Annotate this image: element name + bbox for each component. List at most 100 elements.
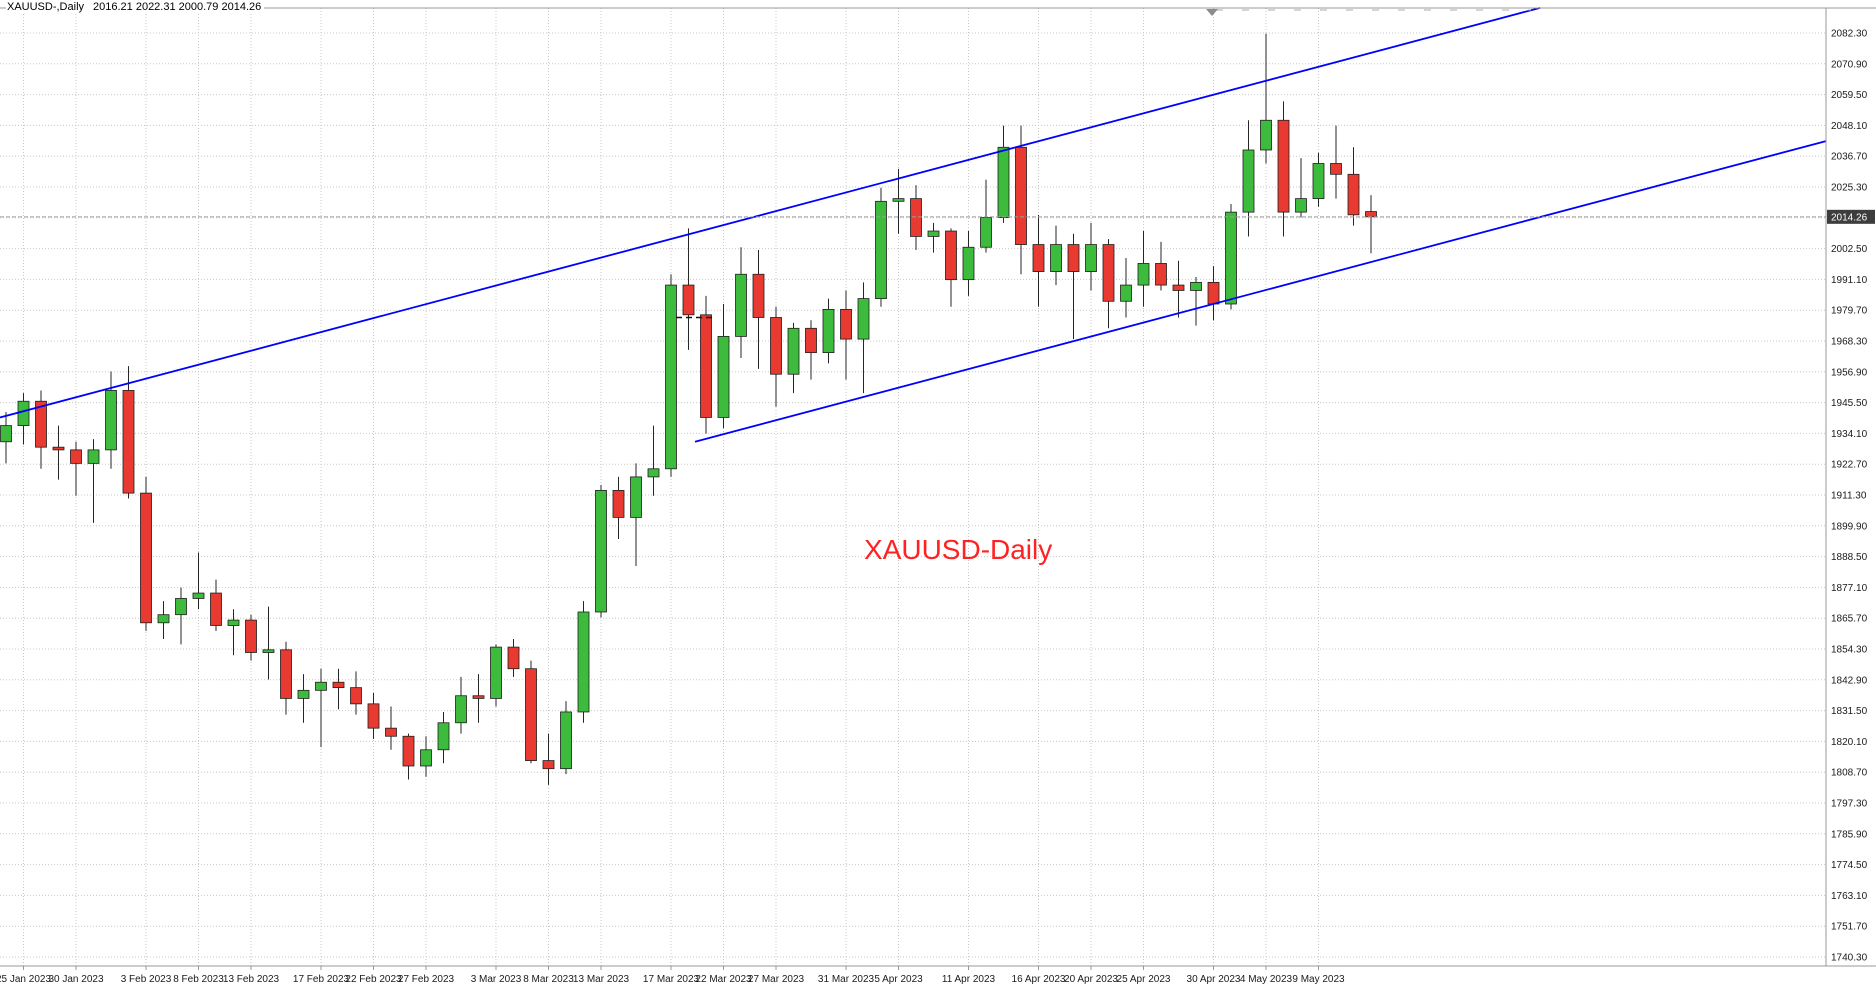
- price-axis-label: 1854.30: [1831, 645, 1868, 656]
- candle-body-bull: [17, 400, 30, 426]
- ohlc-readout: 2016.21 2022.31 2000.79 2014.26: [93, 1, 262, 13]
- candle-body-bear: [332, 681, 345, 689]
- candle-body-bear: [805, 327, 817, 354]
- candle-body-bull: [1190, 281, 1202, 291]
- price-axis-label: 2070.90: [1831, 59, 1868, 70]
- candle-body-bear: [70, 449, 82, 464]
- candle-body-bear: [507, 646, 520, 670]
- date-axis-label: 22 Feb 2023: [345, 974, 402, 985]
- price-axis-label: 1877.10: [1831, 583, 1868, 594]
- candle-body-bull: [962, 246, 975, 281]
- candle-body-bull: [1260, 119, 1272, 151]
- candle-body-bear: [945, 230, 957, 281]
- date-axis-label: 17 Feb 2023: [293, 974, 350, 985]
- price-axis-label: 2082.30: [1831, 29, 1868, 40]
- date-axis-label: 11 Apr 2023: [942, 974, 996, 985]
- candle-body-bear: [1102, 244, 1115, 302]
- price-axis-label: 1865.70: [1831, 614, 1868, 625]
- date-axis-label: 27 Mar 2023: [748, 974, 805, 985]
- date-axis-label: 3 Mar 2023: [471, 974, 522, 985]
- price-axis-label: 1991.10: [1831, 275, 1868, 286]
- price-axis-label: 1808.70: [1831, 768, 1868, 779]
- candle-body-bear: [910, 198, 922, 237]
- candle-body-bear: [542, 760, 555, 770]
- candle-body-bear: [350, 687, 362, 705]
- candle-body-bull: [735, 273, 747, 337]
- price-axis-label: 1934.10: [1831, 429, 1868, 440]
- price-axis-label: 1888.50: [1831, 552, 1868, 563]
- trendline-upper[interactable]: [0, 7, 1541, 419]
- candle-body-bear: [385, 727, 397, 737]
- price-axis-label: 1956.90: [1831, 367, 1868, 378]
- price-axis-label: 1820.10: [1831, 737, 1868, 748]
- candle-body-bull: [927, 230, 940, 237]
- price-axis-label: 2002.50: [1831, 244, 1868, 255]
- candle-body-bull: [1120, 284, 1132, 302]
- candle-body-bull: [875, 200, 887, 299]
- candle-body-bear: [840, 308, 852, 340]
- candle-body-bull: [157, 614, 170, 624]
- candle-body-bull: [1225, 211, 1237, 305]
- trendline-lower[interactable]: [694, 140, 1827, 443]
- candle-body-bull: [227, 619, 240, 626]
- candle-body-bull: [1085, 244, 1097, 272]
- candle-body-bear: [280, 649, 292, 699]
- candle-body-bear: [1155, 263, 1167, 286]
- candle-body-bear: [770, 317, 782, 375]
- chart-title: XAUUSD-,Daily 2016.21 2022.31 2000.79 201…: [6, 1, 265, 14]
- candle-body-bull: [577, 611, 590, 713]
- candle-body-bear: [525, 668, 537, 761]
- price-axis-label: 1763.10: [1831, 891, 1868, 902]
- date-axis-label: 25 Jan 2023: [0, 974, 51, 985]
- candle-body-bull: [595, 490, 607, 613]
- date-axis-label: 4 May 2023: [1240, 974, 1293, 985]
- candle-body-bull: [980, 217, 992, 248]
- price-axis-label: 1979.70: [1831, 306, 1868, 317]
- candle-body-bear: [472, 695, 485, 699]
- date-axis-label: 30 Apr 2023: [1187, 974, 1241, 985]
- candle-body-bull: [997, 146, 1010, 218]
- date-axis-label: 17 Mar 2023: [643, 974, 700, 985]
- candle-body-bear: [1277, 119, 1290, 213]
- candle-body-bull: [0, 425, 12, 443]
- price-axis-label: 2048.10: [1831, 121, 1868, 132]
- candle-body-bull: [1295, 198, 1307, 213]
- symbol-period-label: XAUUSD-,Daily: [7, 1, 85, 13]
- candle-body-bull: [105, 390, 117, 451]
- price-tag-bg: [1827, 209, 1875, 224]
- candle-body-bull: [1312, 163, 1325, 200]
- candle-body-bear: [1015, 146, 1027, 245]
- date-axis-label: 8 Mar 2023: [523, 974, 574, 985]
- candle-body-bull: [647, 468, 660, 478]
- price-tag-text: 2014.26: [1831, 212, 1868, 223]
- date-axis-label: 13 Mar 2023: [573, 974, 630, 985]
- price-axis[interactable]: 2082.30 2070.90 2059.50 2048.10 2036.70 2025.…: [1831, 29, 1868, 964]
- candle-body-bear: [1067, 244, 1080, 272]
- candle-body-bear: [1365, 211, 1377, 218]
- candle-body-bear: [612, 490, 625, 518]
- price-axis-label: 1774.50: [1831, 860, 1868, 871]
- date-axis-label: 3 Feb 2023: [121, 974, 172, 985]
- candle-body-bull: [717, 336, 730, 418]
- date-axis-label: 20 Apr 2023: [1064, 974, 1118, 985]
- candle-body-bull: [1137, 263, 1150, 286]
- candle-body-bear: [752, 273, 765, 318]
- date-axis-label: 16 Apr 2023: [1012, 974, 1066, 985]
- candle-body-bear: [1032, 244, 1045, 272]
- date-axis-label: 13 Feb 2023: [223, 974, 280, 985]
- current-price-tag: 2014.26: [1827, 209, 1875, 224]
- candle-body-bear: [140, 492, 152, 624]
- date-axis-label: 25 Apr 2023: [1117, 974, 1171, 985]
- date-axis-label: 9 May 2023: [1292, 974, 1345, 985]
- price-axis-label: 1831.50: [1831, 706, 1868, 717]
- candle-body-bear: [1207, 281, 1220, 305]
- price-axis-label: 1945.50: [1831, 398, 1868, 409]
- candle-body-bull: [857, 298, 870, 340]
- date-axis-label: 31 Mar 2023: [818, 974, 875, 985]
- candle-body-bull: [175, 598, 187, 616]
- candle-body-bear: [682, 284, 695, 316]
- candle-body-bear: [700, 314, 712, 418]
